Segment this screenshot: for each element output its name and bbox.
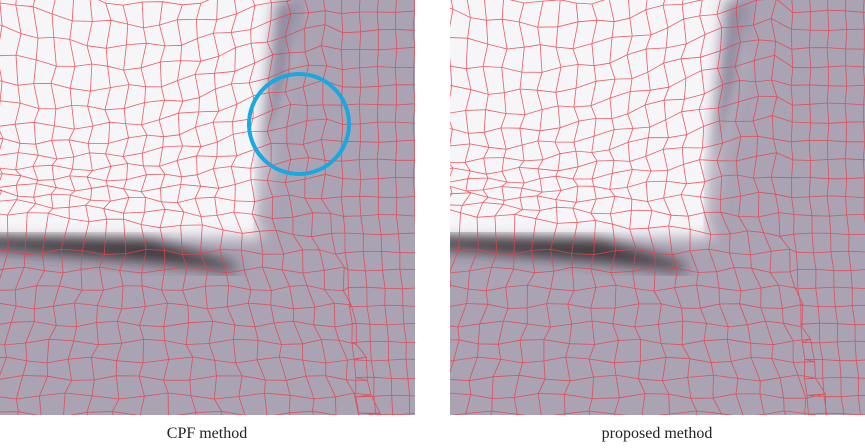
caption: CPF method <box>167 425 247 442</box>
page: CPF method proposed method (() => { cons… <box>0 0 865 448</box>
white-region <box>430 0 742 238</box>
caption: proposed method <box>602 425 713 442</box>
panel <box>377 0 865 435</box>
image <box>377 0 865 435</box>
panel <box>0 0 444 435</box>
image <box>0 0 444 435</box>
figure: CPF method proposed method <box>0 0 865 448</box>
